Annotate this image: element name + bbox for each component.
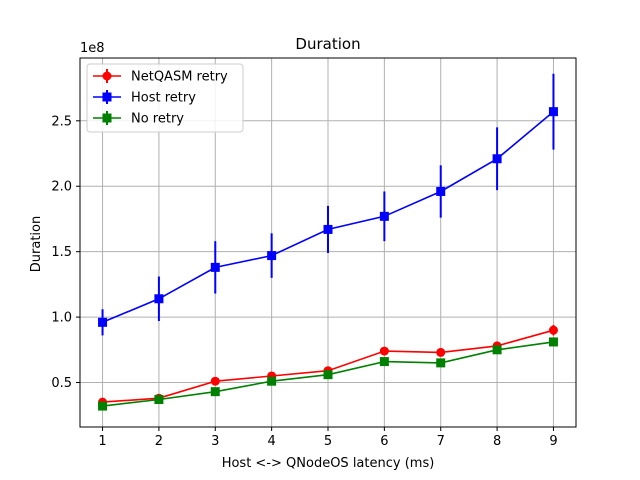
data-point bbox=[548, 337, 558, 347]
data-point bbox=[210, 262, 220, 272]
x-tick-label: 1 bbox=[98, 434, 106, 449]
series-no-retry bbox=[98, 337, 558, 411]
x-tick-label: 4 bbox=[267, 434, 275, 449]
series-layer bbox=[98, 73, 558, 411]
legend: NetQASM retry Host retry No retry bbox=[86, 63, 244, 133]
y-tick-label: 0.5 bbox=[51, 376, 72, 391]
legend-item: Host retry bbox=[93, 90, 196, 106]
data-point bbox=[154, 294, 164, 304]
data-point bbox=[548, 107, 558, 117]
x-tick-label: 6 bbox=[380, 434, 388, 449]
data-point bbox=[436, 186, 446, 196]
x-tick-label: 2 bbox=[155, 434, 163, 449]
x-tick-label: 7 bbox=[437, 434, 445, 449]
y-tick-label: 2.0 bbox=[51, 180, 72, 195]
data-point bbox=[267, 376, 277, 386]
data-point bbox=[154, 395, 164, 405]
data-point bbox=[379, 357, 389, 367]
x-axis-label: Host <-> QNodeOS latency (ms) bbox=[222, 456, 435, 471]
y-tick-label: 1.5 bbox=[51, 245, 72, 260]
legend-items: NetQASM retry Host retry No retry bbox=[93, 69, 228, 127]
data-point bbox=[379, 211, 389, 221]
data-point bbox=[323, 224, 333, 234]
legend-item: No retry bbox=[93, 111, 184, 127]
legend-item: NetQASM retry bbox=[93, 69, 228, 85]
x-tick-label: 3 bbox=[211, 434, 219, 449]
series-host-retry bbox=[98, 73, 558, 336]
legend-label: NetQASM retry bbox=[131, 70, 228, 85]
data-point bbox=[98, 317, 108, 327]
legend-label: No retry bbox=[131, 112, 184, 127]
data-point bbox=[210, 376, 220, 386]
data-point bbox=[323, 370, 333, 380]
data-point bbox=[492, 345, 502, 355]
chart-title: Duration bbox=[295, 35, 360, 53]
legend-label: Host retry bbox=[131, 91, 196, 106]
y-tick-label: 2.5 bbox=[51, 114, 72, 129]
legend-marker bbox=[102, 71, 112, 81]
y-axis-label: Duration bbox=[29, 216, 44, 272]
data-point bbox=[436, 347, 446, 357]
data-point bbox=[210, 387, 220, 397]
data-point bbox=[548, 325, 558, 335]
data-point bbox=[98, 401, 108, 411]
x-tick-label: 8 bbox=[493, 434, 501, 449]
data-point bbox=[267, 251, 277, 261]
legend-marker bbox=[102, 92, 112, 102]
data-point bbox=[436, 358, 446, 368]
x-tick-label: 9 bbox=[549, 434, 557, 449]
axis-ticks: 1 2 3 4 5 6 7 8 9 0.5 1.0 1.5 2.0 2.5 bbox=[51, 114, 557, 449]
y-tick-label: 1.0 bbox=[51, 311, 72, 326]
legend-box bbox=[86, 63, 244, 133]
y-axis-multiplier: 1e8 bbox=[80, 41, 105, 56]
x-tick-label: 5 bbox=[324, 434, 332, 449]
legend-marker bbox=[102, 113, 112, 123]
data-point bbox=[492, 154, 502, 164]
data-point bbox=[379, 346, 389, 356]
